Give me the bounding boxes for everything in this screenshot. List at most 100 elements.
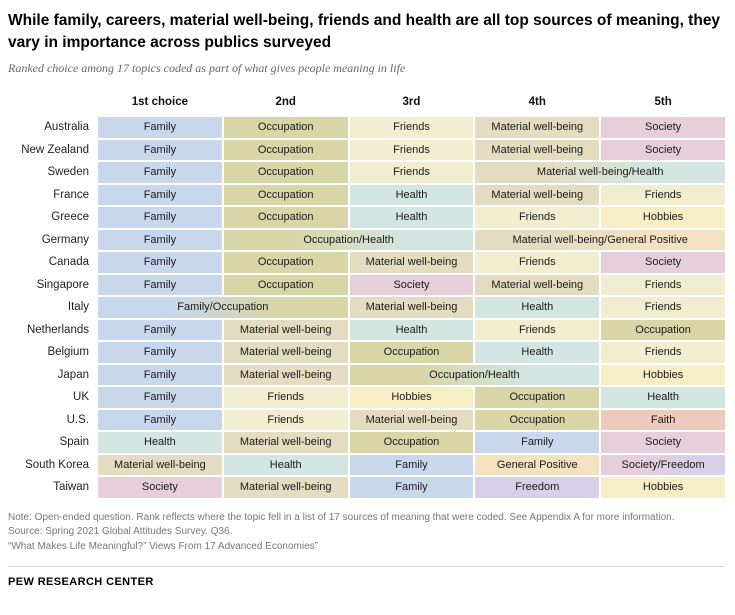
rank-cell: Health — [349, 184, 474, 205]
rank-cell: Society/Freedom — [601, 454, 725, 475]
rank-cell: Health — [475, 342, 600, 363]
rank-cell: Occupation — [601, 319, 725, 340]
rank-cell: Occupation — [223, 139, 348, 160]
rank-cell: Family — [475, 432, 600, 453]
row-label-country: France — [8, 184, 96, 205]
row-label-country: Belgium — [8, 342, 96, 363]
rank-cell: Hobbies — [601, 364, 725, 385]
rank-cell: Material well-being — [223, 432, 348, 453]
row-label-country: Italy — [8, 297, 96, 318]
rank-cell: Occupation/Health — [223, 229, 474, 250]
rank-cell: Material well-being — [475, 184, 600, 205]
rank-cell: Occupation — [223, 184, 348, 205]
table-corner-spacer — [8, 92, 96, 115]
rank-cell: Family — [98, 409, 222, 430]
rank-cell: Hobbies — [349, 387, 474, 408]
rank-cell: Friends — [475, 252, 600, 273]
rank-cell: Material well-being — [223, 342, 348, 363]
rank-table: 1st choice 2nd 3rd 4th 5th Australia Family Occ… — [8, 92, 725, 498]
rank-cell: Occupation — [223, 207, 348, 228]
rank-cell: Occupation — [223, 117, 348, 138]
column-header-1: 1st choice — [98, 92, 222, 115]
row-label-country: South Korea — [8, 454, 96, 475]
row-label-country: Canada — [8, 252, 96, 273]
rank-cell: Material well-being — [98, 454, 222, 475]
rank-cell: Occupation — [349, 432, 474, 453]
column-header-3: 3rd — [349, 92, 474, 115]
rank-cell: Occupation — [223, 252, 348, 273]
rank-cell: Occupation — [475, 409, 600, 430]
note-text: Note: Open-ended question. Rank reflects… — [8, 511, 675, 523]
rank-cell: Family — [98, 252, 222, 273]
rank-cell: Health — [349, 207, 474, 228]
rank-cell: Friends — [349, 162, 474, 183]
rank-cell: Health — [475, 297, 600, 318]
row-label-country: U.S. — [8, 409, 96, 430]
rank-cell: Friends — [475, 319, 600, 340]
rank-cell: Hobbies — [601, 477, 725, 498]
rank-cell: Friends — [223, 387, 348, 408]
rank-cell: Material well-being — [223, 477, 348, 498]
row-label-country: Australia — [8, 117, 96, 138]
rank-cell: Health — [349, 319, 474, 340]
footer-divider — [8, 565, 725, 567]
rank-cell: Society — [601, 252, 725, 273]
rank-cell: Occupation/Health — [349, 364, 600, 385]
rank-cell: Material well-being — [223, 364, 348, 385]
rank-cell: Friends — [601, 184, 725, 205]
rank-cell: Hobbies — [601, 207, 725, 228]
row-label-country: New Zealand — [8, 139, 96, 160]
rank-cell: Friends — [349, 117, 474, 138]
rank-cell: Occupation — [223, 274, 348, 295]
rank-cell: Material well-being — [475, 274, 600, 295]
source-text: Source: Spring 2021 Global Attitudes Sur… — [8, 526, 233, 538]
rank-cell: Family/Occupation — [98, 297, 348, 318]
rank-cell: Friends — [601, 274, 725, 295]
chart-container: While family, careers, material well-bei… — [8, 12, 725, 588]
rank-cell: Family — [98, 162, 222, 183]
rank-cell: Occupation — [349, 342, 474, 363]
rank-cell: Family — [98, 207, 222, 228]
rank-cell: Health — [223, 454, 348, 475]
row-label-country: Spain — [8, 432, 96, 453]
rank-cell: Occupation — [475, 387, 600, 408]
rank-cell: Friends — [601, 297, 725, 318]
rank-cell: Faith — [601, 409, 725, 430]
rank-cell: Society — [601, 432, 725, 453]
rank-cell: Friends — [475, 207, 600, 228]
rank-cell: Family — [98, 387, 222, 408]
rank-cell: Material well-being — [349, 409, 474, 430]
rank-cell: Material well-being — [475, 117, 600, 138]
column-header-5: 5th — [601, 92, 725, 115]
row-label-country: Singapore — [8, 274, 96, 295]
rank-cell: Family — [98, 274, 222, 295]
row-label-country: Sweden — [8, 162, 96, 183]
rank-cell: Family — [98, 364, 222, 385]
rank-cell: Material well-being — [349, 297, 474, 318]
rank-cell: General Positive — [475, 454, 600, 475]
rank-cell: Friends — [223, 409, 348, 430]
rank-cell: Family — [98, 139, 222, 160]
chart-title: While family, careers, material well-bei… — [8, 12, 721, 51]
rank-cell: Family — [349, 454, 474, 475]
rank-cell: Occupation — [223, 162, 348, 183]
rank-cell: Family — [98, 319, 222, 340]
rank-cell: Family — [98, 184, 222, 205]
row-label-country: Germany — [8, 229, 96, 250]
rank-cell: Freedom — [475, 477, 600, 498]
column-header-4: 4th — [475, 92, 600, 115]
notes-block: Note: Open-ended question. Rank reflects… — [8, 511, 724, 554]
row-label-country: Taiwan — [8, 477, 96, 498]
rank-cell: Health — [601, 387, 725, 408]
rank-cell: Family — [98, 117, 222, 138]
rank-cell: Material well-being/Health — [475, 162, 725, 183]
report-title-text: “What Makes Life Meaningful?” Views From… — [8, 541, 318, 553]
rank-cell: Material well-being — [475, 139, 600, 160]
column-header-2: 2nd — [223, 92, 348, 115]
pew-research-center-wordmark: PEW RESEARCH CENTER — [8, 575, 154, 588]
row-label-country: Greece — [8, 207, 96, 228]
rank-cell: Family — [98, 229, 222, 250]
rank-cell: Health — [98, 432, 222, 453]
rank-cell: Material well-being — [223, 319, 348, 340]
rank-cell: Friends — [349, 139, 474, 160]
